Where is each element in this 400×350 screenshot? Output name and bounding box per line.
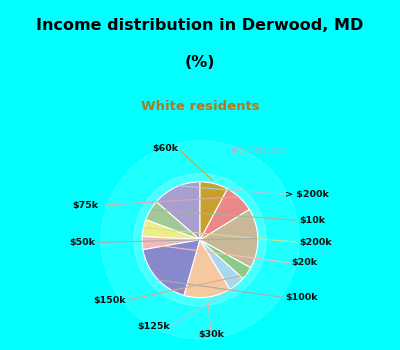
Text: $75k: $75k [72, 201, 98, 210]
Text: White residents: White residents [141, 100, 259, 113]
Circle shape [162, 201, 238, 278]
Wedge shape [200, 240, 243, 289]
Wedge shape [142, 236, 200, 250]
Circle shape [101, 140, 299, 339]
Text: $100k: $100k [286, 293, 318, 302]
Wedge shape [143, 240, 200, 295]
Text: Income distribution in Derwood, MD: Income distribution in Derwood, MD [36, 19, 364, 33]
Wedge shape [200, 240, 251, 279]
Text: > $200k: > $200k [286, 190, 329, 199]
Circle shape [134, 174, 266, 306]
Text: $200k: $200k [299, 238, 332, 247]
Wedge shape [146, 202, 200, 240]
Wedge shape [184, 240, 230, 298]
Text: $60k: $60k [152, 144, 178, 153]
Wedge shape [200, 209, 258, 268]
Wedge shape [142, 220, 200, 240]
Wedge shape [156, 182, 200, 240]
Text: (%): (%) [185, 55, 215, 70]
Text: $125k: $125k [137, 322, 170, 331]
Text: City-Data.com: City-Data.com [231, 146, 286, 155]
Wedge shape [200, 182, 228, 240]
Text: $150k: $150k [93, 296, 126, 305]
Text: $20k: $20k [291, 258, 317, 267]
Text: $30k: $30k [198, 330, 224, 339]
Wedge shape [200, 189, 249, 240]
Text: $10k: $10k [299, 216, 325, 225]
Text: $50k: $50k [69, 238, 95, 247]
